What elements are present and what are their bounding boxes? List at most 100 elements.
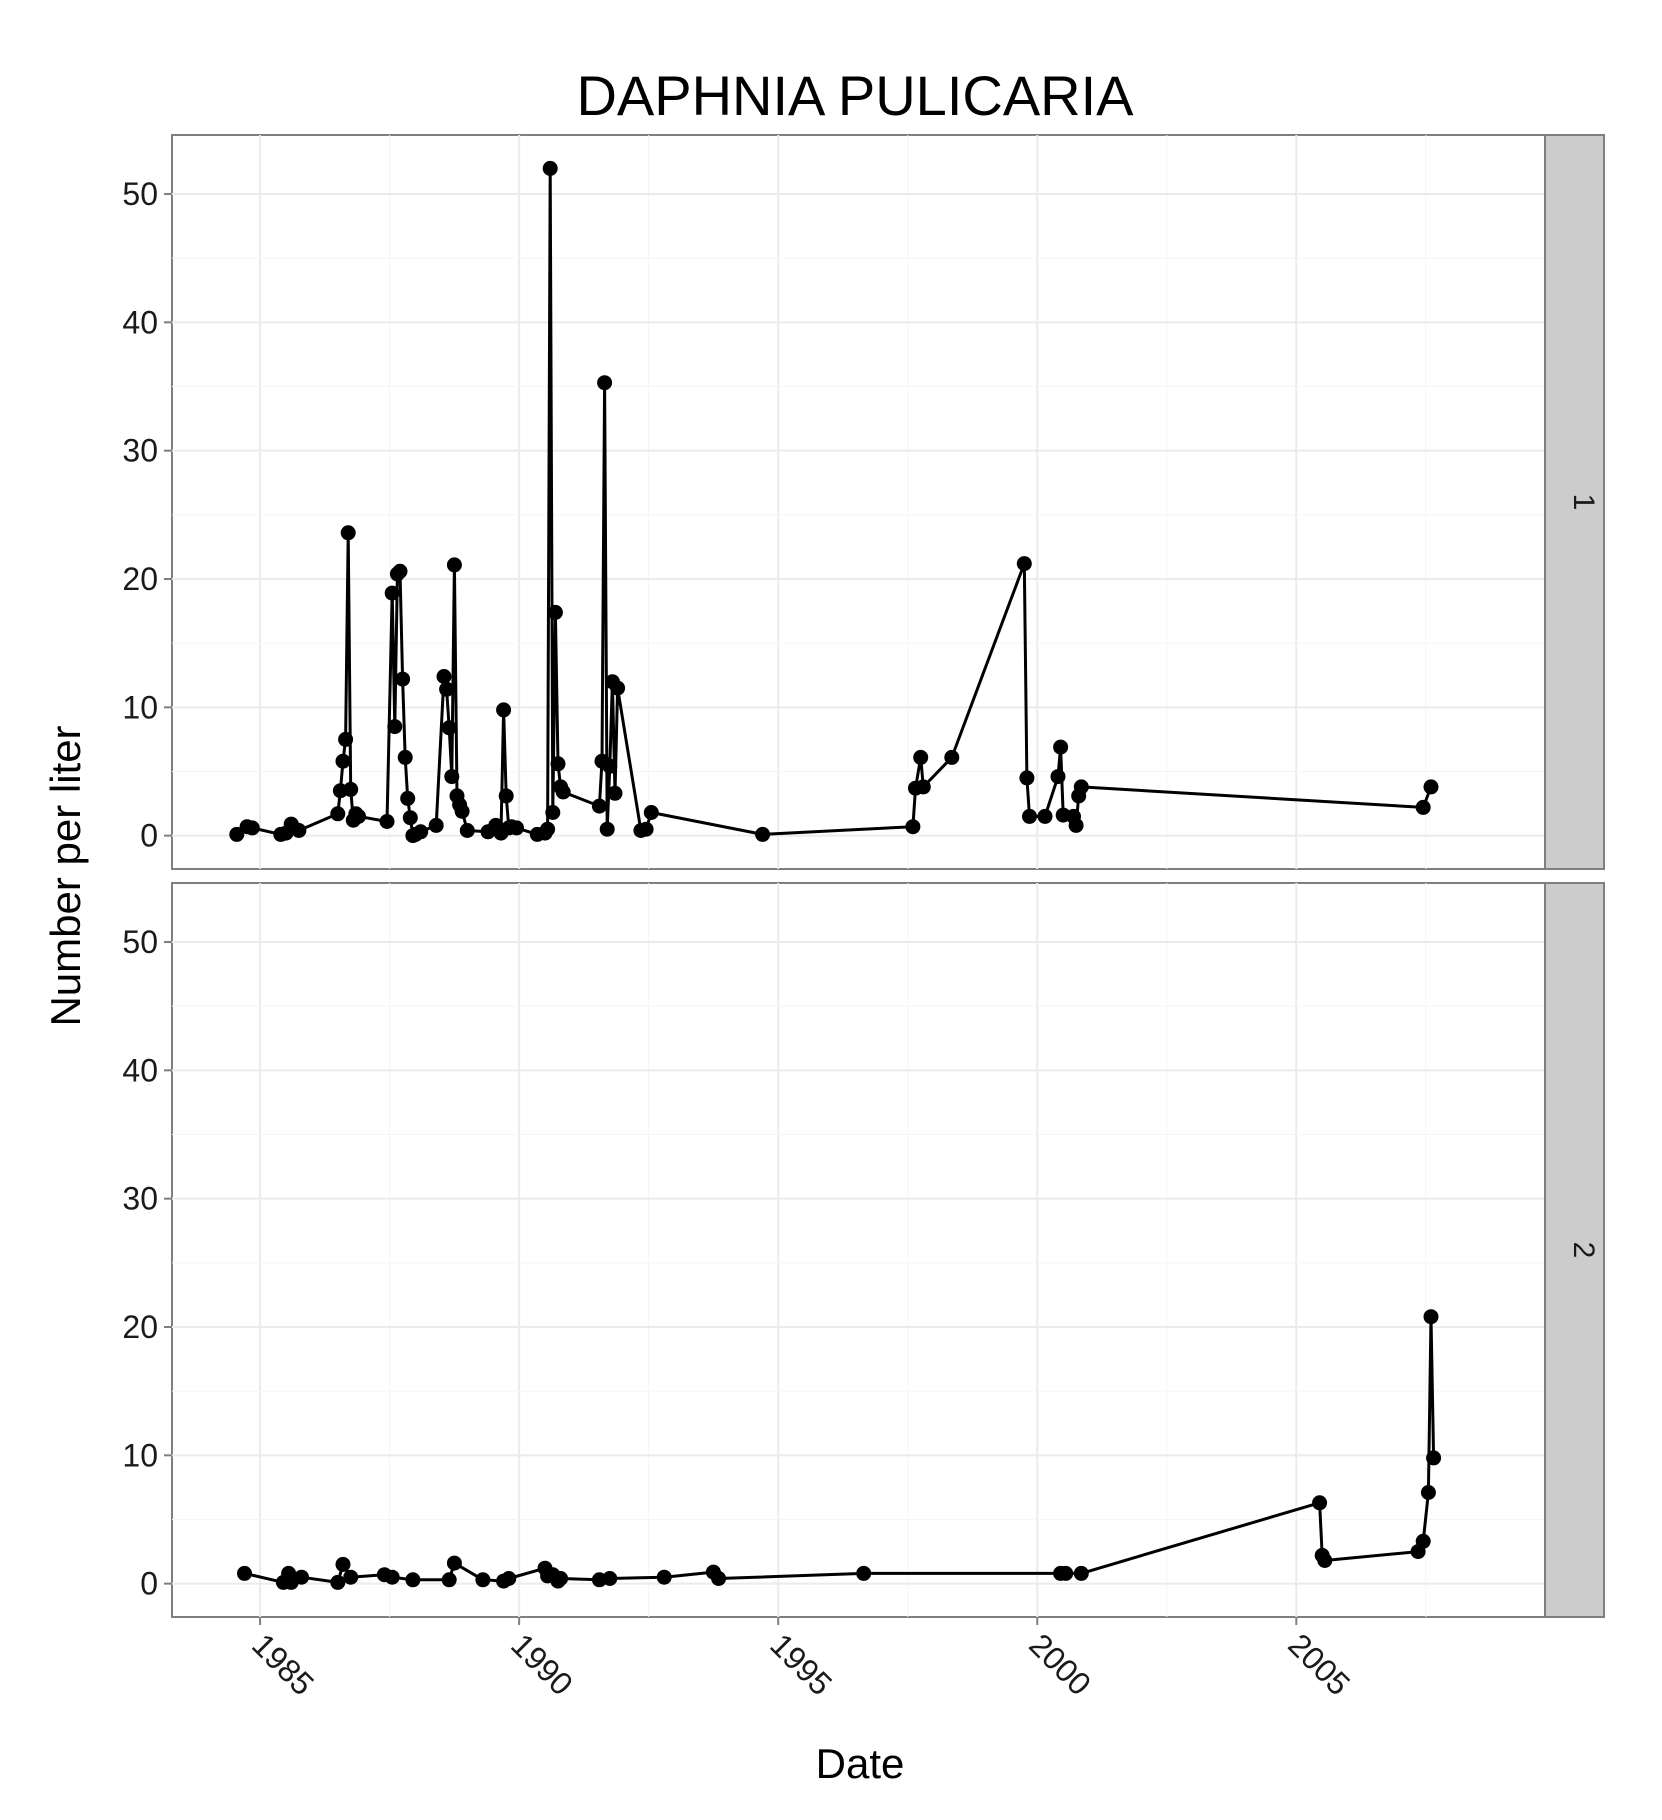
data-point <box>428 817 444 833</box>
data-point <box>540 821 556 837</box>
data-point <box>1415 1533 1431 1549</box>
data-point <box>550 756 566 772</box>
data-point <box>1312 1495 1328 1511</box>
y-tick-label: 10 <box>122 1437 158 1473</box>
data-point <box>244 820 260 836</box>
data-point <box>439 681 455 697</box>
panel-2-strip <box>1544 882 1605 1618</box>
data-point <box>915 779 931 795</box>
data-point <box>384 1569 400 1585</box>
data-point <box>607 785 623 801</box>
data-point <box>599 821 615 837</box>
data-point <box>905 819 921 835</box>
data-point <box>1019 770 1035 786</box>
data-point <box>237 1565 252 1581</box>
data-point <box>454 803 470 819</box>
y-tick-label: 50 <box>122 924 158 960</box>
data-point <box>335 753 351 769</box>
data-point <box>338 731 354 747</box>
panel-1-strip <box>1544 134 1605 870</box>
y-axis-title: Number per liter <box>42 725 89 1026</box>
y-tick-label: 0 <box>140 1566 158 1602</box>
data-point <box>343 781 359 797</box>
panel-1-series <box>229 160 1439 844</box>
data-point <box>610 680 626 696</box>
data-point <box>496 702 512 718</box>
y-tick-label: 0 <box>140 818 158 854</box>
x-tick-label: 1985 <box>245 1626 321 1702</box>
data-point <box>638 821 654 837</box>
data-point <box>498 788 514 804</box>
panel-1-grid <box>172 135 1545 869</box>
data-point <box>444 769 460 785</box>
data-point <box>597 375 613 391</box>
x-axis: 1985 1990 1995 2000 2005 <box>245 1617 1357 1702</box>
data-point <box>501 1571 517 1586</box>
data-point <box>1073 1565 1089 1581</box>
data-point <box>340 525 356 541</box>
panel-2-grid <box>172 883 1545 1617</box>
data-point <box>1426 1450 1442 1466</box>
data-point <box>229 826 245 842</box>
data-point <box>1058 1565 1074 1581</box>
data-point <box>711 1571 727 1586</box>
data-point <box>392 563 408 579</box>
y-tick-label: 30 <box>122 1181 158 1217</box>
data-point <box>441 1572 457 1588</box>
data-point <box>446 1555 462 1571</box>
data-point <box>379 814 395 829</box>
x-tick-label: 1990 <box>504 1626 580 1702</box>
panel-1-strip-label: 1 <box>1567 494 1600 511</box>
panel-2-strip-label: 2 <box>1567 1242 1600 1259</box>
data-point <box>555 784 571 800</box>
data-point <box>441 720 457 736</box>
y-tick-label: 10 <box>122 689 158 725</box>
data-point <box>913 749 929 765</box>
x-axis-title: Date <box>816 1740 905 1787</box>
panel-2-y-axis: 0 10 20 30 40 50 <box>122 924 172 1602</box>
data-point <box>351 808 366 824</box>
data-point <box>602 1571 618 1586</box>
data-point <box>755 826 771 842</box>
panel-1-y-axis: 0 10 20 30 40 50 <box>122 176 172 854</box>
data-point <box>591 798 607 814</box>
data-point <box>1317 1553 1333 1568</box>
chart-title: DAPHNIA PULICARIA <box>576 64 1134 127</box>
panel-2-series <box>237 1309 1442 1590</box>
y-tick-label: 30 <box>122 433 158 469</box>
x-tick-label: 1995 <box>763 1626 839 1702</box>
data-point <box>395 671 411 687</box>
data-point <box>400 790 416 806</box>
data-point <box>509 820 524 836</box>
data-point <box>475 1572 491 1588</box>
y-tick-label: 50 <box>122 176 158 212</box>
data-point <box>413 824 429 840</box>
y-tick-label: 40 <box>122 304 158 340</box>
data-point <box>330 1574 346 1590</box>
data-point <box>856 1565 872 1581</box>
data-point <box>1050 769 1066 785</box>
data-point <box>944 749 960 765</box>
panel-1: 0 10 20 30 40 50 1 <box>122 134 1605 870</box>
data-point <box>542 160 558 176</box>
data-point <box>1016 556 1032 572</box>
y-tick-label: 20 <box>122 1309 158 1345</box>
data-point <box>1068 817 1084 833</box>
data-point <box>1423 1309 1439 1325</box>
data-point <box>1073 779 1089 795</box>
panel-2-background <box>171 882 1546 1618</box>
data-point <box>553 1571 569 1586</box>
data-point <box>330 806 346 822</box>
data-point <box>335 1556 351 1572</box>
data-point <box>1415 799 1431 815</box>
data-point <box>1022 808 1037 824</box>
data-point <box>405 1572 421 1588</box>
data-point <box>1423 779 1439 795</box>
data-point <box>387 719 403 735</box>
x-tick-label: 2000 <box>1022 1626 1098 1702</box>
data-point <box>397 749 413 765</box>
data-point <box>656 1569 672 1585</box>
data-point <box>1420 1485 1436 1500</box>
data-point <box>294 1569 309 1585</box>
